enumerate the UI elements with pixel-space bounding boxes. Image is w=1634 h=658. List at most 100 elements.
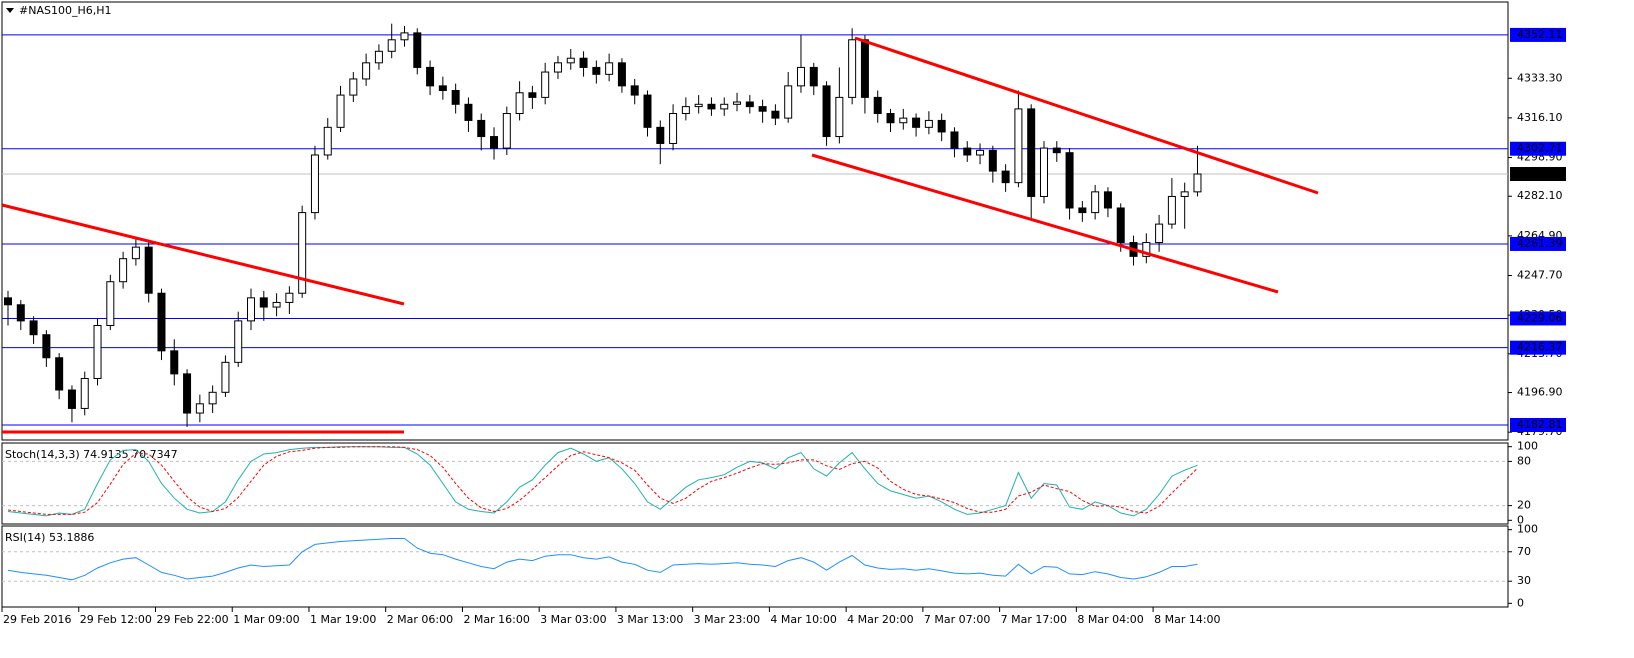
candle-body (4, 297, 12, 306)
x-tick-label: 3 Mar 23:00 (694, 613, 760, 626)
candle-body (477, 119, 486, 138)
indicator-title: RSI(14) 53.1886 (5, 531, 94, 544)
candle-body (937, 119, 946, 133)
candle-body (745, 101, 754, 108)
candle-body (451, 89, 460, 105)
candle-body (1167, 195, 1176, 225)
candle-body (413, 32, 422, 68)
candle-body (298, 212, 307, 294)
menu-arrow[interactable] (6, 8, 14, 13)
candle-body (822, 85, 831, 138)
y-tick-label: 100 (1517, 523, 1538, 536)
candle-body (67, 389, 76, 409)
x-tick-label: 8 Mar 14:00 (1154, 613, 1220, 626)
candle-body (924, 119, 933, 128)
candle-body (771, 110, 780, 119)
level-box (1510, 236, 1566, 251)
candle-body (247, 297, 256, 322)
candle-body (630, 85, 639, 96)
candle-body (208, 391, 217, 405)
candle-body (119, 258, 128, 283)
candle-body (490, 136, 499, 149)
candle-body (374, 50, 383, 64)
level-box (1510, 311, 1566, 326)
y-tick-label: 4282.10 (1517, 189, 1563, 202)
x-tick-label: 7 Mar 07:00 (924, 613, 990, 626)
candle-body (221, 361, 230, 393)
candle-body (1103, 191, 1112, 209)
candle-body (29, 320, 38, 336)
candle-body (515, 92, 524, 115)
y-tick-label: 4316.10 (1517, 111, 1563, 124)
candle-body (1155, 223, 1164, 244)
candle-body (400, 32, 409, 41)
candle-body (195, 403, 204, 414)
x-tick-label: 3 Mar 03:00 (540, 613, 606, 626)
indicator-line (7, 446, 1198, 515)
level-label: 4302.71 (1517, 142, 1563, 155)
y-tick-label: 0 (1517, 513, 1524, 526)
candle-body (131, 246, 140, 260)
level-box (1510, 27, 1566, 42)
candle-body (528, 92, 537, 98)
candle-body (426, 66, 435, 87)
candle-body (988, 149, 997, 172)
candle-body (950, 131, 959, 149)
candle-body (80, 377, 89, 409)
candle-body (1027, 108, 1036, 197)
candle-body (886, 113, 895, 124)
x-tick-label: 2 Mar 06:00 (387, 613, 453, 626)
candle-body (656, 126, 665, 144)
candle-body (1014, 108, 1023, 184)
candle-body (349, 78, 358, 96)
x-tick-label: 1 Mar 09:00 (233, 613, 299, 626)
candle-body (144, 246, 153, 294)
candle-body (796, 66, 805, 87)
candle-body (502, 113, 511, 149)
candle-body (1052, 147, 1061, 154)
trend-line (811, 153, 1279, 294)
candle-body (784, 85, 793, 119)
level-label: 4261.39 (1517, 237, 1563, 250)
candle-body (272, 301, 281, 308)
candle-body (963, 147, 972, 156)
candle-body (438, 85, 447, 91)
x-tick-label: 8 Mar 04:00 (1077, 613, 1143, 626)
candle-body (860, 39, 869, 98)
candle-body (669, 113, 678, 144)
candle-body (259, 297, 268, 308)
candle-body (1039, 147, 1048, 197)
candle-body (93, 324, 102, 379)
candle-body (183, 373, 192, 414)
candle-body (579, 57, 588, 68)
candle-body (464, 103, 473, 121)
x-tick-label: 2 Mar 16:00 (463, 613, 529, 626)
y-tick-label: 4333.30 (1517, 71, 1563, 84)
candle-body (1180, 191, 1189, 197)
current-price-label: 4291.75 (1517, 167, 1563, 180)
candle-body (758, 106, 767, 112)
x-tick-label: 1 Mar 19:00 (310, 613, 376, 626)
candle-body (835, 96, 844, 138)
candle-body (617, 62, 626, 87)
level-label: 4216.37 (1517, 341, 1563, 354)
candle-body (16, 304, 25, 322)
level-label: 4229.06 (1517, 311, 1563, 324)
candle-body (681, 106, 690, 115)
candle-body (387, 39, 396, 52)
candle-body (55, 357, 64, 391)
candle-body (1091, 191, 1100, 214)
y-tick-label: 0 (1517, 596, 1524, 609)
current-price-box (1510, 166, 1566, 181)
candle-body (553, 62, 562, 73)
candle-body (1078, 207, 1087, 214)
candle-body (605, 62, 614, 75)
level-label: 4352.11 (1517, 28, 1563, 41)
candle-body (157, 292, 166, 352)
panel-frame (1, 442, 1509, 525)
x-tick-label: 3 Mar 13:00 (617, 613, 683, 626)
y-tick-label: 100 (1517, 440, 1538, 453)
y-tick-label: 4247.70 (1517, 268, 1563, 281)
